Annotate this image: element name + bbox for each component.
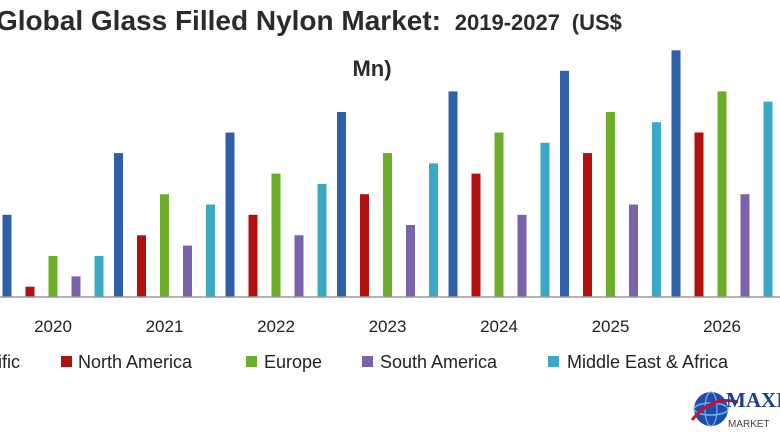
bar-south-america-2021 [183,245,192,297]
x-tick-label-2021: 2021 [146,317,184,336]
bar-north-america-2020 [25,286,35,297]
bar-europe-2020 [48,255,58,297]
bar-asia-pacific-2024 [448,91,458,298]
bar-south-america-2026 [740,194,750,297]
chart-title-unit-close: Mn) [352,56,391,81]
bar-north-america-2021 [137,235,146,297]
x-tick-label-2023: 2023 [369,317,407,336]
bar-middle-east-africa-2022 [317,183,327,297]
bar-north-america-2025 [583,153,592,297]
x-tick-labels: 2020 2021 2022 2023 2024 2025 2026 [34,317,741,336]
bar-asia-pacific-2022 [225,132,235,297]
bar-europe-2026 [717,91,727,298]
legend-swatch-north-america [61,356,72,367]
x-tick-label-2026: 2026 [703,317,741,336]
bar-middle-east-africa-2020 [94,255,104,297]
bar-europe-2021 [160,194,169,297]
legend-label-north-america: North America [78,352,193,372]
bar-middle-east-africa-2023 [429,163,438,297]
bar-middle-east-africa-2021 [206,204,215,297]
chart-title: Global Glass Filled Nylon Market: 2019-2… [0,5,622,81]
bar-europe-2022 [271,173,281,297]
legend-label-south-america: South America [380,352,498,372]
legend: ific North America Europe South America Midd… [0,352,729,372]
logo-sub: MARKET [728,419,770,430]
legend-label-europe: Europe [264,352,322,372]
bar-north-america-2026 [694,132,704,297]
logo-name: MAXI [726,388,780,412]
x-tick-label-2022: 2022 [257,317,295,336]
legend-label-asia-pacific: ific [0,352,20,372]
x-tick-label-2025: 2025 [592,317,630,336]
bar-asia-pacific-2025 [560,70,569,297]
bar-asia-pacific-2023 [337,112,346,297]
bar-asia-pacific-2021 [114,153,123,297]
bar-south-america-2024 [517,214,527,297]
x-tick-label-2024: 2024 [480,317,518,336]
bar-middle-east-africa-2025 [652,122,661,297]
chart-title-years: 2019-2027 [455,10,560,35]
bar-middle-east-africa-2024 [540,142,550,297]
bar-europe-2024 [494,132,504,297]
bar-south-america-2025 [629,204,638,297]
legend-swatch-south-america [362,356,373,367]
bar-asia-pacific-2020 [2,214,12,297]
globe-icon [690,391,739,427]
bar-south-america-2020 [71,276,81,297]
bar-middle-east-africa-2026 [763,101,773,297]
bar-south-america-2022 [294,235,304,297]
chart-title-unit-open: (US$ [572,10,622,35]
legend-swatch-middle-east-africa [548,356,559,367]
legend-swatch-europe [246,356,257,367]
bar-south-america-2023 [406,225,415,297]
bar-asia-pacific-2026 [671,50,681,297]
bar-north-america-2022 [248,214,258,297]
bar-north-america-2023 [360,194,369,297]
x-tick-label-2020: 2020 [34,317,72,336]
chart-title-text: Global Glass Filled Nylon Market: 2019-2… [0,5,622,36]
bar-europe-2025 [606,112,615,297]
bar-europe-2023 [383,153,392,297]
chart-title-main: Global Glass Filled Nylon Market: [0,5,441,36]
bars [2,50,773,298]
legend-label-middle-east-africa: Middle East & Africa [567,352,729,372]
bar-north-america-2024 [471,173,481,297]
logo: MAXI MARKET [690,388,780,430]
